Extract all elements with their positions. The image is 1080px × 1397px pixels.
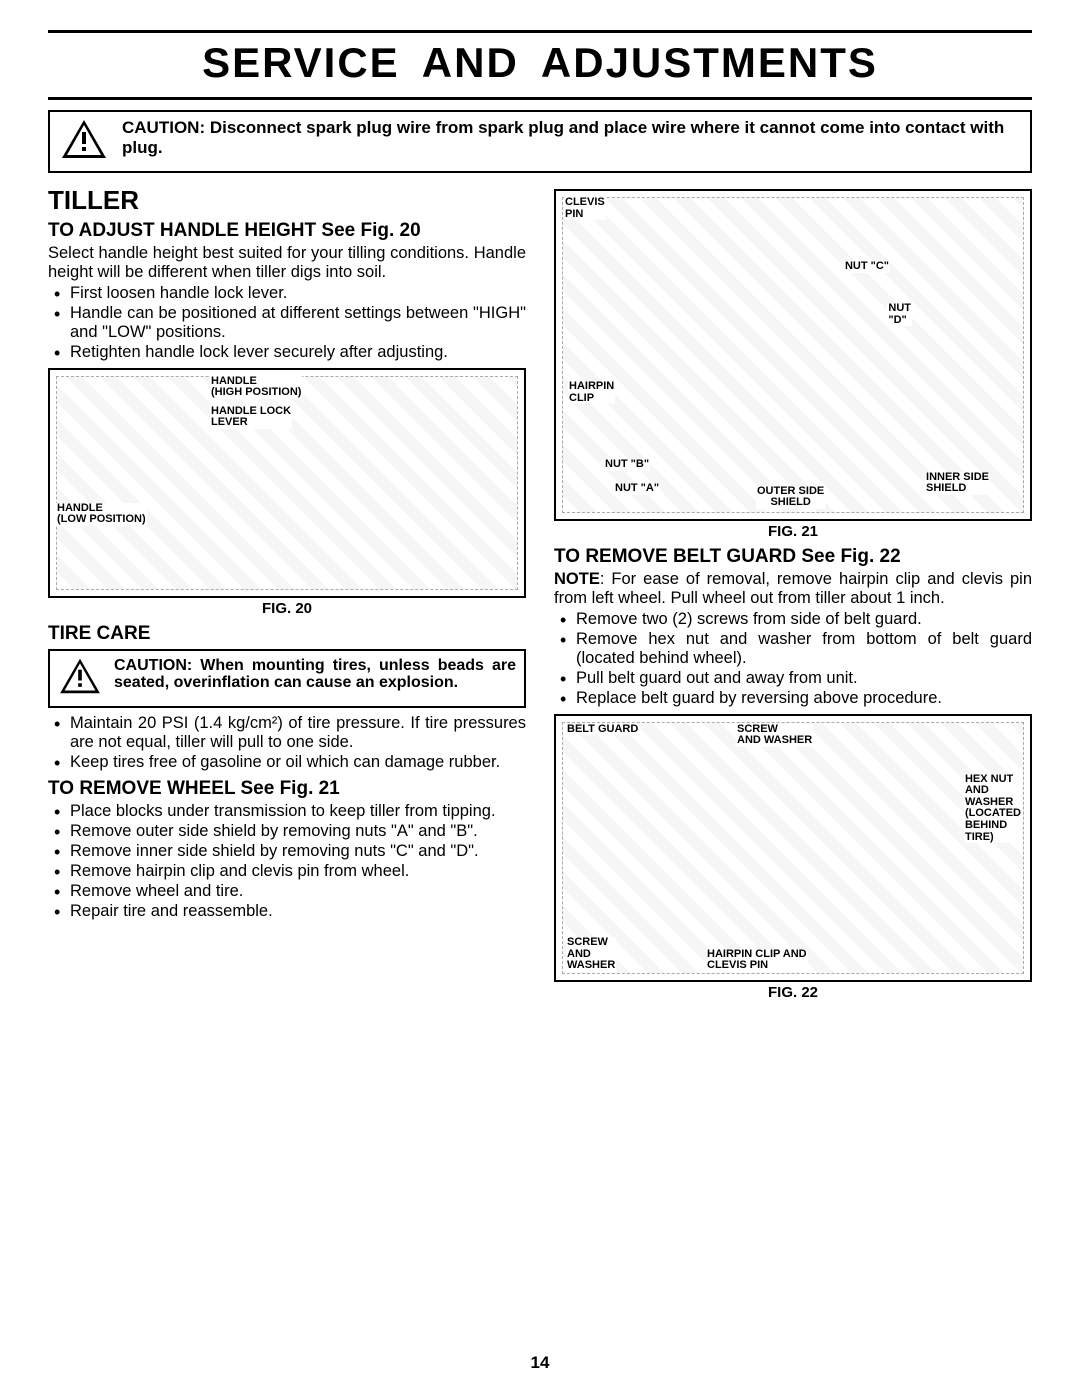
remove-belt-heading: TO REMOVE BELT GUARD See Fig. 22 bbox=[554, 546, 1032, 568]
fig22-label-hairpin: HAIRPIN CLIP AND CLEVIS PIN bbox=[706, 949, 808, 972]
list-item: Remove two (2) screws from side of belt … bbox=[554, 610, 1032, 629]
note-text: : For ease of removal, remove hairpin cl… bbox=[554, 570, 1032, 607]
page-title: SERVICE AND ADJUSTMENTS bbox=[48, 39, 1032, 87]
fig21-label-outer: OUTER SIDE SHIELD bbox=[756, 486, 825, 509]
fig20-label-low: HANDLE (LOW POSITION) bbox=[56, 503, 147, 526]
belt-list: Remove two (2) screws from side of belt … bbox=[554, 610, 1032, 708]
list-item: Pull belt guard out and away from unit. bbox=[554, 669, 1032, 688]
adjust-intro: Select handle height best suited for you… bbox=[48, 244, 526, 282]
fig21-label-clevis: CLEVIS PIN bbox=[564, 197, 606, 220]
tire-caution-box: CAUTION: When mounting tires, unless bea… bbox=[48, 649, 526, 708]
list-item: Remove outer side shield by removing nut… bbox=[48, 822, 526, 841]
note-label: NOTE bbox=[554, 570, 600, 588]
fig22-caption: FIG. 22 bbox=[554, 984, 1032, 1001]
fig20-caption: FIG. 20 bbox=[48, 600, 526, 617]
list-item: Repair tire and reassemble. bbox=[48, 902, 526, 921]
tire-list: Maintain 20 PSI (1.4 kg/cm²) of tire pre… bbox=[48, 714, 526, 772]
fig21-label-nutb: NUT "B" bbox=[604, 459, 650, 471]
fig22-label-beltguard: BELT GUARD bbox=[566, 724, 639, 736]
caution-text: CAUTION: Disconnect spark plug wire from… bbox=[122, 118, 1020, 159]
list-item: First loosen handle lock lever. bbox=[48, 284, 526, 303]
fig21-label-nuta: NUT "A" bbox=[614, 483, 660, 495]
adjust-list: First loosen handle lock lever. Handle c… bbox=[48, 284, 526, 362]
fig21-label-nutc: NUT "C" bbox=[844, 261, 890, 273]
fig21-label-inner: INNER SIDE SHIELD bbox=[925, 472, 990, 495]
fig20-label-lock: HANDLE LOCK LEVER bbox=[210, 406, 292, 429]
tire-caution-text: CAUTION: When mounting tires, unless bea… bbox=[114, 657, 516, 692]
title-rule-box: SERVICE AND ADJUSTMENTS bbox=[48, 30, 1032, 100]
figure-20-box: HANDLE (HIGH POSITION) HANDLE LOCK LEVER… bbox=[48, 368, 526, 598]
list-item: Replace belt guard by reversing above pr… bbox=[554, 689, 1032, 708]
list-item: Remove wheel and tire. bbox=[48, 882, 526, 901]
warning-icon bbox=[60, 118, 108, 165]
page-number: 14 bbox=[0, 1353, 1080, 1373]
tiller-heading: TILLER bbox=[48, 185, 526, 216]
belt-note: NOTE: For ease of removal, remove hairpi… bbox=[554, 570, 1032, 608]
list-item: Keep tires free of gasoline or oil which… bbox=[48, 753, 526, 772]
list-item: Remove inner side shield by removing nut… bbox=[48, 842, 526, 861]
fig21-label-nutd: NUT "D" bbox=[887, 303, 912, 326]
list-item: Remove hex nut and washer from bottom of… bbox=[554, 630, 1032, 668]
left-column: TILLER TO ADJUST HANDLE HEIGHT See Fig. … bbox=[48, 183, 526, 1007]
content-columns: TILLER TO ADJUST HANDLE HEIGHT See Fig. … bbox=[48, 183, 1032, 1007]
adjust-handle-heading: TO ADJUST HANDLE HEIGHT See Fig. 20 bbox=[48, 220, 526, 242]
list-item: Handle can be positioned at different se… bbox=[48, 304, 526, 342]
fig22-label-screw-bot: SCREW AND WASHER bbox=[566, 937, 616, 972]
fig22-label-hex: HEX NUT AND WASHER (LOCATED BEHIND TIRE) bbox=[964, 774, 1022, 843]
wheel-list: Place blocks under transmission to keep … bbox=[48, 802, 526, 921]
fig21-label-hairpin: HAIRPIN CLIP bbox=[568, 381, 615, 404]
list-item: Retighten handle lock lever securely aft… bbox=[48, 343, 526, 362]
list-item: Place blocks under transmission to keep … bbox=[48, 802, 526, 821]
figure-22-box: BELT GUARD SCREW AND WASHER HEX NUT AND … bbox=[554, 714, 1032, 982]
figure-22-art bbox=[562, 722, 1024, 974]
fig20-label-high: HANDLE (HIGH POSITION) bbox=[210, 376, 302, 399]
caution-banner: CAUTION: Disconnect spark plug wire from… bbox=[48, 110, 1032, 173]
tire-care-heading: TIRE CARE bbox=[48, 623, 526, 645]
warning-icon bbox=[58, 657, 102, 700]
figure-21-box: CLEVIS PIN NUT "C" NUT "D" HAIRPIN CLIP … bbox=[554, 189, 1032, 521]
fig21-caption: FIG. 21 bbox=[554, 523, 1032, 540]
fig22-label-screw-top: SCREW AND WASHER bbox=[736, 724, 813, 747]
list-item: Maintain 20 PSI (1.4 kg/cm²) of tire pre… bbox=[48, 714, 526, 752]
list-item: Remove hairpin clip and clevis pin from … bbox=[48, 862, 526, 881]
right-column: CLEVIS PIN NUT "C" NUT "D" HAIRPIN CLIP … bbox=[554, 183, 1032, 1007]
remove-wheel-heading: TO REMOVE WHEEL See Fig. 21 bbox=[48, 778, 526, 800]
